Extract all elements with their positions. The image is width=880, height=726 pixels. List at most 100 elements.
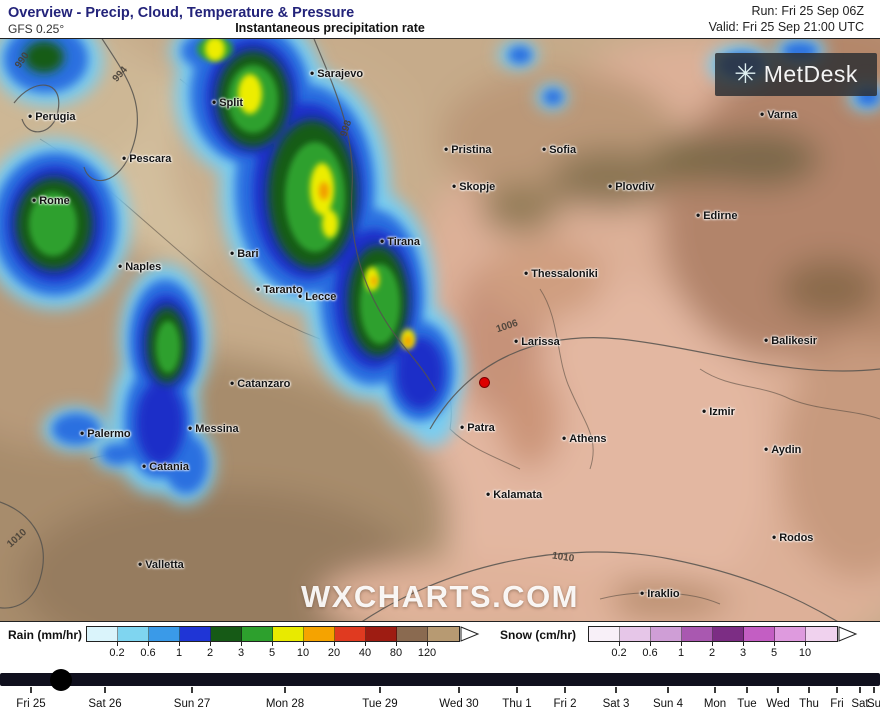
timeline-day-label[interactable]: Tue 29 [362,698,398,710]
legend-tick [712,642,713,646]
legend-color-cell [180,627,211,641]
rain-color-scale [86,626,460,642]
legend-color-cell [806,627,837,641]
legend-tick [396,642,397,646]
legend-tick-label: 2 [206,647,214,659]
legend-color-cell [589,627,620,641]
legend-color-cell [211,627,242,641]
timeline-day-label[interactable]: Fri [830,698,844,710]
map-canvas [0,39,880,621]
legend-tick-label: 120 [417,647,437,659]
legend-tick [179,642,180,646]
legend-tick-label: 40 [358,647,372,659]
legend-color-cell [118,627,149,641]
legend-tick-label: 3 [237,647,245,659]
legend-tick-label: 5 [268,647,276,659]
timeline-tick [191,687,193,693]
timeline-slider-track[interactable] [0,673,880,686]
legend-color-cell [149,627,180,641]
timeline-tick [836,687,838,693]
timeline-day-label[interactable]: Sat [851,698,869,710]
legend-color-cell [775,627,806,641]
snow-scale-ticks: 0.2 0.6 1 2 3 5 10 [588,642,858,668]
timeline-tick [667,687,669,693]
weather-map[interactable]: 990 994 998 1006 1010 1010 • Sarajevo • Split • Pe… [0,38,880,622]
legend-tick-label: 2 [708,647,716,659]
legend-tick [303,642,304,646]
legend-tick-label: 10 [798,647,812,659]
legend-tick [427,642,428,646]
timeline-day-label[interactable]: Sun 4 [652,698,684,710]
legend-color-cell [713,627,744,641]
legend-color-cell [651,627,682,641]
timeline-day-label[interactable]: Sat 3 [602,698,630,710]
timeline-tick [516,687,518,693]
timeline-day-label[interactable]: Wed [766,698,790,710]
rain-scale-arrow-icon [460,626,480,642]
metdesk-logo-text: MetDesk [763,61,858,87]
legend-tick [210,642,211,646]
timeline-tick [30,687,32,693]
rain-legend: 0.2 0.6 1 2 3 5 10 20 40 80 120 [86,626,480,659]
timeline-tick [808,687,810,693]
layer-subtitle: Instantaneous precipitation rate [235,21,425,35]
metdesk-snowflake-icon: ✳ [734,59,757,89]
header: Overview - Precip, Cloud, Temperature & … [0,0,880,38]
legend-tick [117,642,118,646]
timeline-tick [714,687,716,693]
legend-tick [774,642,775,646]
timeline-day-label[interactable]: Thu 1 [502,698,532,710]
legend-tick [272,642,273,646]
timeline-tick [777,687,779,693]
timeline-day-label[interactable]: Mon [703,698,727,710]
legend-tick-label: 0.2 [611,647,627,659]
timeline-tick [564,687,566,693]
timeline-day-label[interactable]: Fri 2 [553,698,577,710]
metdesk-logo: ✳ MetDesk [715,53,877,96]
legend-tick [743,642,744,646]
timeline-day-label[interactable]: Thu [799,698,819,710]
rain-legend-label: Rain (mm/hr) [8,628,83,642]
timeline-day-label[interactable]: Wed 30 [439,698,479,710]
legend-tick [241,642,242,646]
legend-tick-label: 20 [327,647,341,659]
legend-tick-label: 0.2 [109,647,125,659]
legend-color-cell [242,627,273,641]
timeline-day-label[interactable]: Fri 25 [16,698,46,710]
legend-tick-label: 80 [389,647,403,659]
legend-color-cell [682,627,713,641]
timeline-day-label[interactable]: Mon 28 [265,698,305,710]
legend-tick [619,642,620,646]
legend-color-cell [744,627,775,641]
timeline-tick [615,687,617,693]
timeline-day-label[interactable]: Tue [737,698,757,710]
snow-color-scale [588,626,838,642]
legend-tick-label: 5 [770,647,778,659]
legend-tick [148,642,149,646]
legend-color-cell [87,627,118,641]
timeline: Fri 25 Sat 26 Sun 27 Mon 28 Tue 29 Wed 30 Thu … [0,668,880,726]
timeline-day-label[interactable]: Sun 27 [173,698,211,710]
legend-tick-label: 0.6 [642,647,658,659]
legend-color-cell [620,627,651,641]
legend-tick-label: 1 [175,647,183,659]
legend-color-cell [335,627,366,641]
timeline-knob[interactable] [50,669,72,691]
legend-color-cell [366,627,397,641]
legend-color-cell [428,627,459,641]
snow-scale-arrow-icon [838,626,858,642]
legend-color-cell [304,627,335,641]
legend-tick [334,642,335,646]
legend-color-cell [397,627,428,641]
run-time-label: Run: Fri 25 Sep 06Z [751,4,864,18]
watermark: WXCHARTS.COM [300,579,580,614]
legend-tick-label: 1 [677,647,685,659]
timeline-day-label[interactable]: Sat 26 [88,698,122,710]
legend-tick [805,642,806,646]
legend-tick [365,642,366,646]
legend-color-cell [273,627,304,641]
timeline-day-label[interactable]: Su [866,698,880,710]
timeline-tick [284,687,286,693]
rain-scale-ticks: 0.2 0.6 1 2 3 5 10 20 40 80 120 [86,642,480,668]
timeline-tick [859,687,861,693]
